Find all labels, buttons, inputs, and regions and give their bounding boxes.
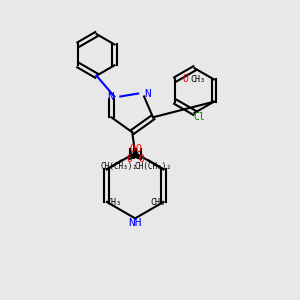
Text: CH₃: CH₃ (190, 75, 205, 84)
Text: Cl: Cl (193, 112, 205, 122)
Text: N: N (107, 92, 114, 101)
Text: C: C (135, 151, 141, 161)
Text: CH₃: CH₃ (107, 197, 122, 206)
Text: C: C (129, 151, 135, 161)
Text: O: O (138, 154, 144, 164)
Text: CH₃: CH₃ (150, 197, 165, 206)
Text: O: O (126, 154, 132, 164)
Text: N: N (144, 88, 151, 98)
Text: CH(CH₃)₂: CH(CH₃)₂ (134, 162, 171, 171)
Text: CH(CH₃)₂: CH(CH₃)₂ (100, 162, 137, 171)
Text: O: O (129, 143, 135, 154)
Text: O: O (135, 143, 141, 154)
Text: O: O (183, 74, 189, 84)
Text: NH: NH (128, 218, 142, 228)
